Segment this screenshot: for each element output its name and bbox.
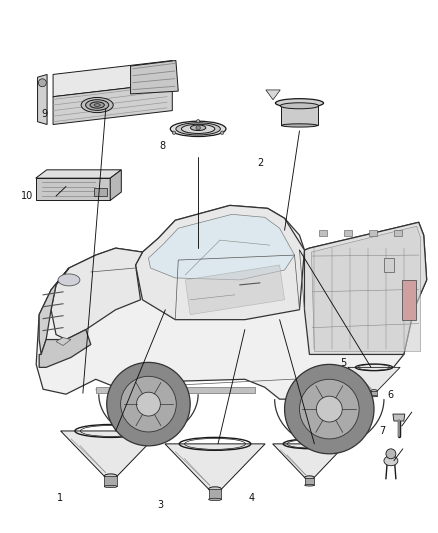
Ellipse shape: [276, 99, 324, 108]
Ellipse shape: [305, 476, 314, 479]
Polygon shape: [110, 170, 121, 200]
Bar: [402, 280, 416, 320]
Polygon shape: [35, 178, 110, 200]
Ellipse shape: [90, 102, 104, 108]
Polygon shape: [266, 90, 280, 100]
Ellipse shape: [371, 390, 378, 392]
Ellipse shape: [94, 104, 100, 107]
Polygon shape: [36, 205, 427, 399]
Bar: [94, 188, 107, 196]
Bar: [384, 258, 394, 272]
Circle shape: [107, 362, 190, 446]
Text: 10: 10: [21, 191, 34, 201]
Text: 9: 9: [42, 109, 48, 119]
Polygon shape: [348, 367, 400, 391]
Text: 4: 4: [249, 494, 255, 504]
Ellipse shape: [81, 98, 113, 112]
Ellipse shape: [208, 487, 222, 491]
Circle shape: [173, 131, 176, 134]
Ellipse shape: [176, 123, 220, 135]
Text: 7: 7: [379, 426, 385, 435]
Bar: [319, 230, 327, 236]
Polygon shape: [305, 478, 314, 485]
Ellipse shape: [280, 103, 319, 109]
Bar: [394, 230, 402, 236]
Polygon shape: [38, 75, 47, 125]
Polygon shape: [53, 83, 172, 125]
Polygon shape: [51, 248, 142, 340]
Polygon shape: [273, 444, 346, 478]
Polygon shape: [35, 170, 121, 178]
Ellipse shape: [305, 484, 314, 486]
Polygon shape: [135, 205, 304, 320]
Polygon shape: [53, 61, 172, 96]
Ellipse shape: [371, 395, 378, 397]
Polygon shape: [39, 329, 91, 367]
Bar: [344, 230, 352, 236]
Polygon shape: [185, 265, 285, 314]
Bar: [96, 387, 255, 393]
Circle shape: [386, 449, 396, 459]
Text: 1: 1: [57, 494, 63, 504]
Polygon shape: [131, 61, 178, 94]
Ellipse shape: [191, 125, 206, 131]
Ellipse shape: [384, 456, 398, 466]
Ellipse shape: [104, 474, 117, 479]
Circle shape: [285, 365, 374, 454]
Polygon shape: [208, 489, 222, 499]
Polygon shape: [393, 414, 405, 421]
Circle shape: [39, 79, 46, 87]
Ellipse shape: [104, 486, 117, 488]
Circle shape: [197, 119, 200, 123]
Ellipse shape: [282, 124, 318, 127]
Ellipse shape: [208, 498, 222, 500]
Ellipse shape: [181, 124, 215, 133]
Circle shape: [137, 392, 160, 416]
Polygon shape: [311, 226, 421, 351]
Circle shape: [300, 379, 359, 439]
Text: 5: 5: [340, 358, 346, 368]
Ellipse shape: [85, 100, 109, 110]
Bar: [369, 230, 377, 236]
Polygon shape: [60, 431, 161, 476]
Text: 2: 2: [257, 158, 264, 168]
Polygon shape: [148, 214, 294, 280]
Polygon shape: [304, 222, 427, 354]
Polygon shape: [371, 391, 378, 396]
Polygon shape: [165, 444, 265, 489]
Text: 8: 8: [159, 141, 166, 151]
Circle shape: [221, 131, 224, 134]
Text: 6: 6: [388, 390, 394, 400]
Circle shape: [120, 376, 176, 432]
Circle shape: [196, 126, 200, 130]
Ellipse shape: [58, 274, 80, 286]
Polygon shape: [39, 268, 69, 354]
Circle shape: [316, 396, 342, 422]
Polygon shape: [282, 106, 318, 125]
Polygon shape: [56, 337, 71, 345]
Ellipse shape: [170, 121, 226, 136]
Polygon shape: [104, 476, 117, 487]
Text: 3: 3: [157, 500, 163, 510]
